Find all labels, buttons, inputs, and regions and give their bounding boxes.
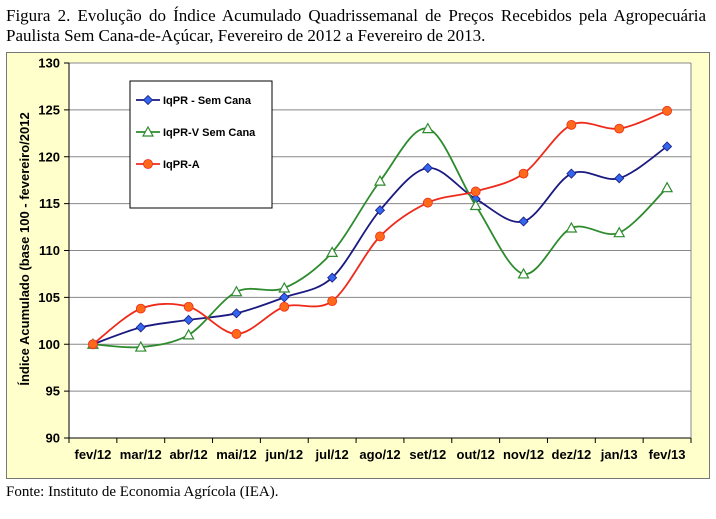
y-tick-label-115: 115 <box>39 196 60 211</box>
legend-label-3: IqPR-A <box>163 159 200 171</box>
y-tick-label-125: 125 <box>38 102 60 117</box>
x-tick-label-mar/12: mar/12 <box>120 447 162 462</box>
series-3-point-jul/12 <box>327 296 338 307</box>
series-2-point-dez/12 <box>565 221 578 233</box>
series-2-point-jul/12 <box>326 246 339 257</box>
y-tick-label-100: 100 <box>38 337 60 352</box>
x-tick-label-mai/12: mai/12 <box>216 447 256 462</box>
series-2-point-out/12 <box>469 199 482 211</box>
series-1-point-fev/13 <box>662 141 673 152</box>
legend-label-1: IqPR - Sem Cana <box>163 95 252 107</box>
figure-caption: Figura 2. Evolução do Índice Acumulado Q… <box>6 6 706 45</box>
series-2-point-ago/12 <box>373 174 387 186</box>
series-2-point-mai/12 <box>230 285 243 297</box>
legend-marker-2 <box>141 125 155 137</box>
series-layer <box>86 105 674 352</box>
legend-box <box>129 80 273 209</box>
series-1-point-abr/12 <box>183 314 194 325</box>
legend-marker-3 <box>143 159 153 169</box>
x-tick-label-jun/12: jun/12 <box>265 447 304 462</box>
series-1 <box>87 141 673 350</box>
y-tick-label-95: 95 <box>46 384 60 399</box>
series-2-point-fev/13 <box>661 181 674 193</box>
y-tick-label-110: 110 <box>39 243 60 258</box>
series-3-point-mar/12 <box>135 303 146 314</box>
series-2-point-jun/12 <box>278 281 291 293</box>
x-tick-label-fev/12: fev/12 <box>74 447 111 462</box>
series-3 <box>88 105 672 350</box>
x-tick-label-set/12: set/12 <box>409 447 446 462</box>
series-3-point-out/12 <box>470 186 481 197</box>
chart-legend: IqPR - Sem Cana IqPR-V Sem Cana IqPR-A <box>129 80 273 209</box>
series-2-point-set/12 <box>421 122 434 134</box>
y-tick-label-120: 120 <box>38 149 60 164</box>
y-tick-label-130: 130 <box>38 56 60 71</box>
series-3-point-fev/13 <box>662 105 672 116</box>
series-2-point-abr/12 <box>182 328 195 340</box>
x-tick-label-jan/13: jan/13 <box>600 447 638 462</box>
y-axis-ticks: 90 95 100 105 110 115 120 125 130 <box>38 56 69 446</box>
series-1-point-dez/12 <box>566 168 577 179</box>
series-1-point-jul/12 <box>327 272 338 283</box>
series-1-point-jan/13 <box>614 173 625 184</box>
series-1-point-mai/12 <box>231 308 242 319</box>
series-1-point-set/12 <box>422 162 433 174</box>
chart-area: 90 95 100 105 110 115 120 125 130 fev/12 mar/12 ab… <box>6 52 710 479</box>
series-3-point-jan/13 <box>614 123 625 134</box>
series-2-point-nov/12 <box>517 267 530 279</box>
x-axis-ticks: fev/12 mar/12 abr/12 mai/12 jun/12 jul/12 ago/… <box>68 438 692 462</box>
series-3-point-fev/12 <box>88 339 98 350</box>
source-note: Fonte: Instituto de Economia Agrícola (I… <box>6 484 279 500</box>
x-tick-label-ago/12: ago/12 <box>359 447 400 462</box>
line-chart: 90 95 100 105 110 115 120 125 130 fev/12 mar/12 ab… <box>17 56 692 462</box>
legend-label-2: IqPR-V Sem Cana <box>163 127 256 139</box>
series-1-point-nov/12 <box>518 216 529 227</box>
y-tick-label-105: 105 <box>38 290 60 305</box>
series-3-point-nov/12 <box>518 168 529 179</box>
x-tick-label-jul/12: jul/12 <box>315 447 349 462</box>
x-tick-label-fev/13: fev/13 <box>649 447 686 462</box>
series-3-point-dez/12 <box>566 119 577 130</box>
x-tick-label-out/12: out/12 <box>457 447 495 462</box>
y-tick-label-90: 90 <box>46 431 60 446</box>
x-tick-label-dez/12: dez/12 <box>552 447 592 462</box>
y-axis-label: Índice Acumulado (base 100 - fevereiro/2… <box>17 112 32 385</box>
series-3-point-set/12 <box>422 197 433 208</box>
series-3-point-jun/12 <box>279 301 290 312</box>
legend-marker-1 <box>142 94 154 106</box>
series-2-point-jan/13 <box>613 226 626 238</box>
series-3-point-ago/12 <box>375 231 385 242</box>
series-2 <box>86 122 674 352</box>
series-1-point-ago/12 <box>374 205 386 216</box>
series-2-point-mar/12 <box>134 340 147 352</box>
axes <box>68 63 692 439</box>
x-tick-label-nov/12: nov/12 <box>503 447 544 462</box>
x-tick-label-abr/12: abr/12 <box>169 447 207 462</box>
series-3-point-abr/12 <box>183 301 194 312</box>
series-3-point-mai/12 <box>231 329 242 339</box>
series-1-point-mar/12 <box>135 322 146 333</box>
